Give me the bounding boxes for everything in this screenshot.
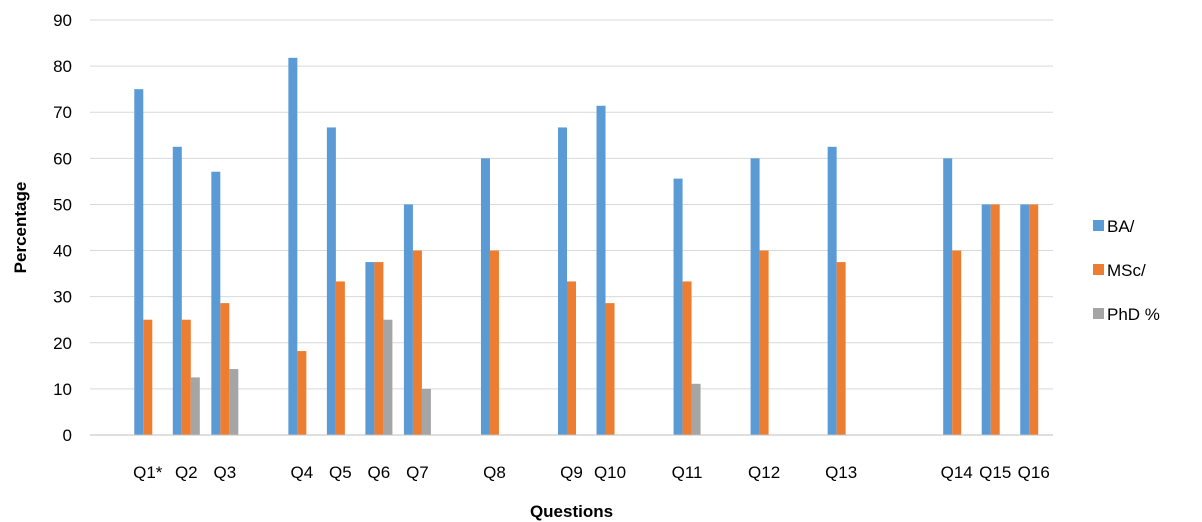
bar-msc — [412, 250, 422, 435]
bar-ba — [750, 158, 760, 436]
bar-msc — [143, 319, 153, 435]
legend-swatch — [1093, 308, 1104, 319]
x-tick-label: Q6 — [368, 463, 391, 482]
legend-label: MSc/ — [1107, 261, 1146, 280]
x-tick-label: Q16 — [1018, 463, 1050, 482]
x-tick-label: Q13 — [825, 463, 857, 482]
y-tick-label: 10 — [53, 380, 72, 399]
bar-msc — [605, 303, 615, 435]
bar-msc — [374, 262, 384, 435]
y-tick-label: 50 — [53, 195, 72, 214]
bar-phd — [421, 388, 431, 435]
bar-ba — [1020, 204, 1030, 435]
bars — [134, 57, 1039, 436]
gridlines — [90, 19, 1053, 390]
bar-msc — [682, 281, 692, 435]
bar-ba — [480, 158, 490, 436]
bar-ba — [558, 127, 567, 435]
bar-ba — [134, 89, 144, 436]
bar-msc — [335, 281, 345, 435]
bar-msc — [836, 262, 846, 435]
bar-ba — [365, 262, 375, 435]
bar-ba — [596, 105, 606, 436]
x-tick-label: Q10 — [594, 463, 626, 482]
bar-ba — [827, 146, 837, 436]
bar-ba — [288, 57, 298, 436]
y-tick-label: 20 — [53, 334, 72, 353]
y-axis-title: Percentage — [11, 182, 30, 274]
bar-msc — [759, 250, 769, 435]
bar-msc — [952, 250, 962, 435]
bar-phd — [691, 383, 701, 435]
y-tick-label: 40 — [53, 242, 72, 261]
bar-phd — [383, 319, 393, 435]
y-tick-label: 0 — [63, 426, 72, 445]
legend: BA/MSc/PhD % — [1093, 217, 1160, 324]
bar-ba — [673, 178, 683, 435]
x-tick-label: Q2 — [175, 463, 198, 482]
x-tick-label: Q8 — [483, 463, 506, 482]
bar-msc — [1029, 204, 1039, 435]
bar-ba — [943, 158, 953, 436]
bar-msc — [297, 351, 307, 435]
bar-ba — [981, 204, 991, 435]
x-tick-label: Q11 — [672, 463, 703, 482]
bar-msc — [990, 204, 1000, 435]
y-tick-label: 80 — [53, 57, 72, 76]
legend-swatch — [1093, 220, 1104, 231]
y-tick-labels: 0 10 20 30 40 50 60 70 80 90 — [53, 11, 72, 445]
bar-msc — [567, 281, 576, 435]
bar-phd — [229, 369, 239, 435]
bar-ba — [172, 146, 182, 436]
x-tick-label: Q14 — [941, 463, 973, 482]
x-tick-label: Q5 — [329, 463, 352, 482]
x-tick-label: Q9 — [560, 463, 583, 482]
x-tick-label: Q3 — [213, 463, 236, 482]
bar-ba — [326, 127, 336, 435]
legend-label: BA/ — [1107, 217, 1135, 236]
x-tick-labels: Q1* Q2 Q3 Q4 Q5 Q6 Q7 Q8 Q9 Q10 Q11 Q12 Q13 Q14 Q15 Q16 — [133, 463, 1050, 482]
bar-ba — [211, 171, 221, 435]
bar-ba — [403, 204, 413, 435]
y-tick-label: 60 — [53, 149, 72, 168]
x-tick-label: Q7 — [406, 463, 429, 482]
y-tick-label: 30 — [53, 288, 72, 307]
x-tick-label: Q12 — [748, 463, 780, 482]
y-tick-label: 70 — [53, 103, 72, 122]
bar-msc — [220, 303, 230, 435]
legend-swatch — [1093, 264, 1104, 275]
x-tick-label: Q4 — [291, 463, 314, 482]
y-tick-label: 90 — [53, 11, 72, 30]
x-tick-label: Q15 — [979, 463, 1011, 482]
bar-phd — [190, 377, 200, 435]
bar-msc — [181, 319, 191, 435]
bar-msc — [489, 250, 499, 435]
x-tick-label: Q1* — [133, 463, 163, 482]
legend-label: PhD % — [1107, 305, 1160, 324]
x-axis-title: Questions — [530, 502, 613, 521]
